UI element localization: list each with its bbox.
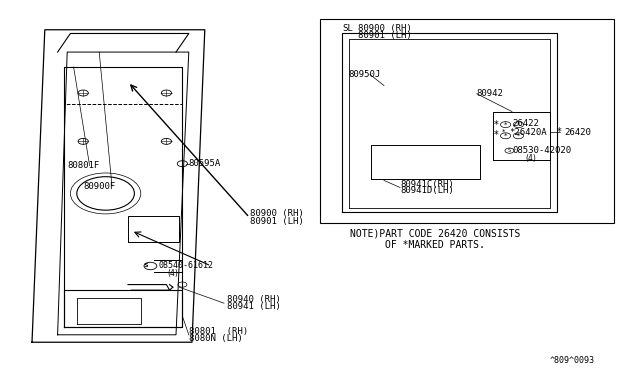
Text: 8080N (LH): 8080N (LH) — [189, 334, 243, 343]
Text: S: S — [143, 263, 148, 269]
Text: (4): (4) — [526, 154, 536, 163]
Text: 80901 (LH): 80901 (LH) — [250, 217, 303, 226]
Text: *: * — [516, 122, 520, 128]
Text: (4): (4) — [168, 269, 178, 278]
Text: *: * — [504, 133, 508, 139]
Text: SL: SL — [342, 25, 353, 33]
Text: *: * — [493, 130, 499, 140]
Bar — [320, 19, 614, 223]
Text: 80900 (RH): 80900 (RH) — [358, 25, 412, 33]
Text: 80941C(RH): 80941C(RH) — [400, 180, 454, 189]
Text: *: * — [504, 122, 508, 128]
Text: *: * — [516, 133, 520, 139]
Text: 80941 (LH): 80941 (LH) — [227, 302, 281, 311]
Text: *: * — [493, 120, 499, 129]
Text: 08540-61612: 08540-61612 — [159, 262, 214, 270]
Text: 08530-42020: 08530-42020 — [512, 146, 571, 155]
Text: 80900F: 80900F — [83, 182, 115, 190]
Text: *: * — [502, 129, 506, 135]
Text: 26422: 26422 — [512, 119, 539, 128]
Text: 80901 (LH): 80901 (LH) — [358, 31, 412, 40]
Text: 80801  (RH): 80801 (RH) — [189, 327, 248, 336]
Text: 26420: 26420 — [564, 128, 591, 137]
Text: S: S — [508, 148, 511, 153]
Text: 80900 (RH): 80900 (RH) — [250, 209, 303, 218]
Text: 80801F: 80801F — [67, 161, 99, 170]
Text: 80595A: 80595A — [189, 159, 221, 168]
Text: NOTE)PART CODE 26420 CONSISTS: NOTE)PART CODE 26420 CONSISTS — [350, 229, 520, 239]
Text: *: * — [557, 127, 561, 137]
Text: 80942: 80942 — [477, 89, 504, 97]
Text: 80950J: 80950J — [349, 70, 381, 79]
Text: ^809^0093: ^809^0093 — [550, 356, 595, 365]
Text: *26420A: *26420A — [509, 128, 547, 137]
Text: OF *MARKED PARTS.: OF *MARKED PARTS. — [385, 240, 485, 250]
Text: 80941D(LH): 80941D(LH) — [400, 186, 454, 195]
Text: 80940 (RH): 80940 (RH) — [227, 295, 281, 304]
